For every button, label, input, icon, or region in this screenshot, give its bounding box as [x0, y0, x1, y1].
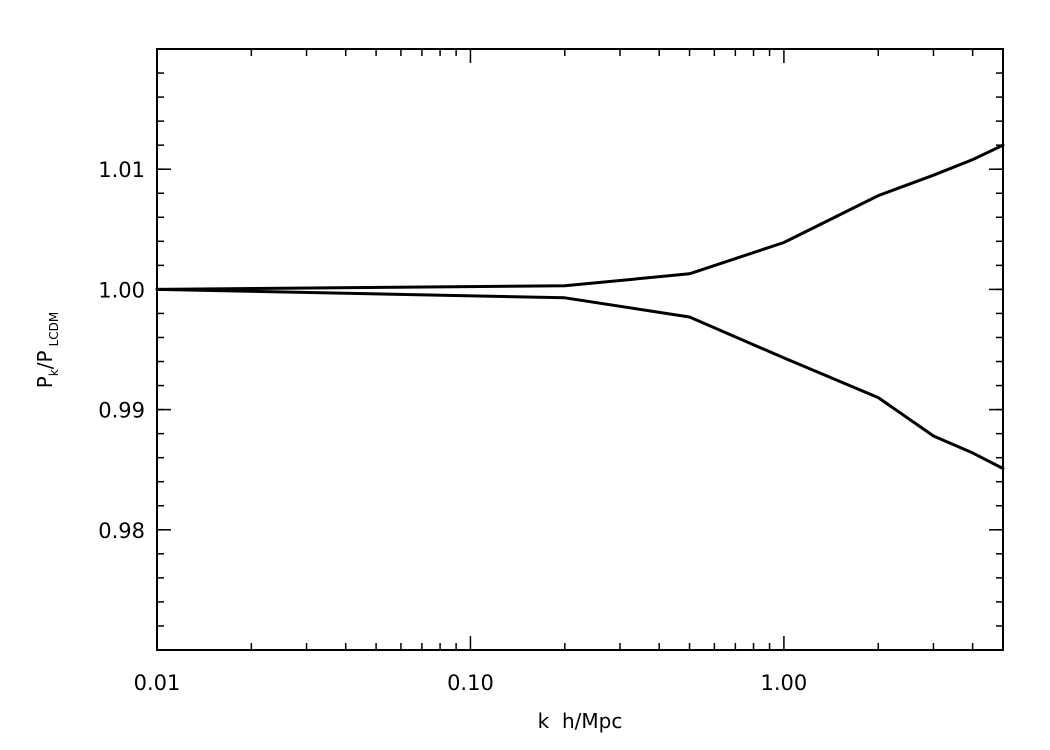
minor-ticks	[157, 49, 1003, 650]
x-tick-label: 0.10	[447, 671, 494, 695]
y-tick-label: 0.99	[98, 399, 145, 423]
y-tick-label: 1.01	[98, 158, 145, 182]
series-line-2	[155, 287, 1005, 470]
y-tick-label: 0.98	[98, 519, 145, 543]
y-axis-title-mid: /P	[33, 350, 57, 369]
x-tick-label: 1.00	[761, 671, 808, 695]
series-line-1	[155, 143, 1005, 291]
major-ticks	[156, 49, 1003, 650]
series-layer	[155, 143, 1005, 470]
plot-frame	[156, 48, 1004, 651]
x-axis-title: k h/Mpc	[538, 709, 623, 733]
x-tick-label: 0.01	[134, 671, 181, 695]
y-axis-title-sub2: LCDM	[47, 312, 61, 347]
y-axis-title-main: P	[33, 376, 57, 388]
y-axis-title-sub1: k	[47, 369, 61, 376]
y-tick-label: 1.00	[98, 278, 145, 302]
y-axis-title: Pk/P LCDM	[33, 312, 61, 389]
tick-labels: 0.01 0.10 1.00 0.98 0.99 1.00 1.01	[98, 158, 807, 695]
